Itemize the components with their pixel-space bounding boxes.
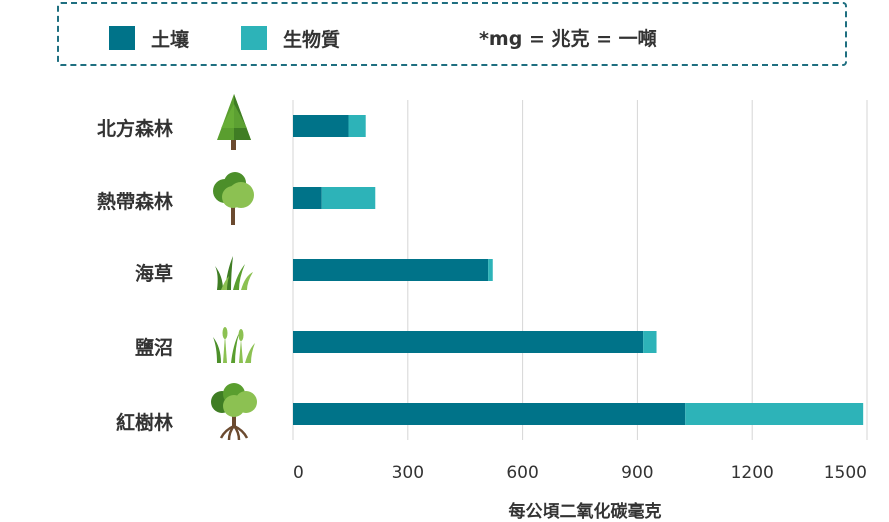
x-tick-label: 1500: [824, 463, 867, 483]
broadleaf-tree-icon: [213, 172, 254, 225]
x-tick-label: 1200: [731, 463, 774, 483]
bar-mangrove-soil: [293, 403, 686, 425]
conifer-tree-icon: [217, 94, 251, 150]
bar-seagrass-biomass: [488, 259, 493, 281]
bar-salt-marsh-biomass: [643, 331, 657, 353]
category-label-mangrove: 紅樹林: [115, 412, 173, 434]
x-tick-label: 300: [392, 463, 424, 483]
unit-note: *mg = 兆克 = 一噸: [479, 28, 657, 50]
bar-boreal-forest-biomass: [348, 115, 366, 137]
legend-item-soil: 土壤: [109, 26, 190, 51]
legend-label-biomass: 生物質: [283, 28, 341, 51]
mangrove-tree-icon: [211, 383, 257, 441]
x-tick-label: 0: [293, 463, 304, 483]
category-label-seagrass: 海草: [134, 263, 173, 285]
bar-tropical-forest-soil: [293, 187, 322, 209]
salt-marsh-grass-icon: [213, 327, 255, 363]
bar-tropical-forest-biomass: [321, 187, 376, 209]
bar-seagrass-soil: [293, 259, 489, 281]
bar-boreal-forest-soil: [293, 115, 349, 137]
legend-label-soil: 土壤: [151, 28, 190, 51]
x-tick-label: 900: [621, 463, 653, 483]
seagrass-icon: [215, 256, 253, 290]
bar-mangrove-biomass: [685, 403, 864, 425]
category-label-boreal-forest: 北方森林: [96, 118, 173, 140]
category-label-salt-marsh: 鹽沼: [134, 337, 173, 359]
x-tick-label: 600: [506, 463, 538, 483]
legend: 土壤 生物質 *mg = 兆克 = 一噸: [57, 2, 847, 66]
legend-swatch-soil: [109, 26, 135, 50]
legend-swatch-biomass: [241, 26, 267, 50]
category-label-tropical-forest: 熱帶森林: [96, 191, 173, 213]
bar-salt-marsh-soil: [293, 331, 644, 353]
x-axis-title: 每公頃二氧化碳毫克: [508, 502, 662, 522]
legend-item-biomass: 生物質: [241, 26, 341, 51]
